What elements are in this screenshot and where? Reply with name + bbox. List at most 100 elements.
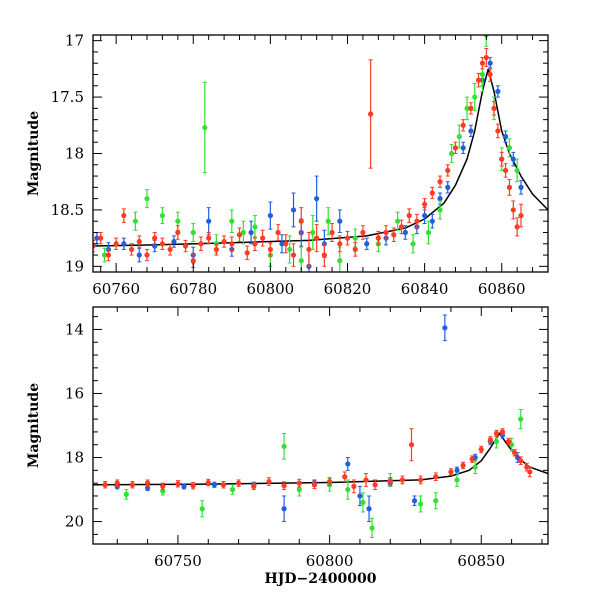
- data-point: [202, 124, 208, 131]
- data-point: [487, 437, 493, 443]
- data-point: [506, 145, 513, 151]
- data-point: [132, 218, 139, 224]
- data-point: [329, 229, 335, 236]
- data-point: [298, 258, 304, 264]
- data-point: [493, 438, 500, 445]
- data-point: [437, 179, 443, 185]
- data-point: [229, 241, 235, 247]
- data-point: [411, 498, 418, 504]
- data-point: [472, 464, 478, 470]
- data-point: [205, 479, 211, 486]
- plot-area: [93, 314, 548, 539]
- y-tick-label: 18.5: [51, 201, 84, 219]
- data-point: [344, 235, 351, 241]
- y-axis-title: Magnitude: [26, 111, 42, 196]
- data-point: [372, 482, 378, 488]
- y-tick-label: 16: [65, 384, 84, 402]
- data-point: [244, 250, 250, 256]
- data-point: [190, 483, 196, 489]
- data-point: [213, 246, 219, 253]
- x-tick-label: 60860: [478, 280, 526, 298]
- data-point: [298, 218, 304, 224]
- data-point: [113, 241, 119, 247]
- data-point: [514, 224, 520, 230]
- data-point: [442, 325, 448, 331]
- data-point: [252, 241, 258, 247]
- data-point: [314, 235, 320, 241]
- data-point: [220, 482, 227, 488]
- data-point: [487, 60, 493, 66]
- data-point: [102, 482, 108, 488]
- x-tick-label: 60780: [169, 280, 217, 298]
- data-point: [248, 229, 254, 236]
- data-point: [487, 71, 493, 78]
- data-point: [171, 238, 177, 245]
- data-point: [479, 60, 486, 66]
- data-point: [468, 128, 474, 134]
- x-tick-label: 60820: [324, 280, 372, 298]
- data-point: [495, 88, 501, 95]
- data-point: [408, 442, 415, 448]
- data-point: [406, 212, 412, 219]
- data-point: [281, 443, 287, 449]
- data-point: [251, 483, 257, 489]
- data-point: [337, 218, 343, 224]
- data-point: [391, 232, 397, 238]
- data-point: [418, 501, 424, 507]
- data-point: [375, 235, 381, 241]
- data-point: [418, 477, 424, 483]
- model-curve: [93, 68, 548, 247]
- series-green: [101, 35, 520, 272]
- data-point: [129, 482, 136, 488]
- data-point: [159, 241, 166, 247]
- data-point: [499, 429, 506, 435]
- data-point: [342, 474, 348, 480]
- y-tick-label: 18: [65, 145, 84, 163]
- data-point: [472, 94, 478, 100]
- data-point: [206, 218, 212, 224]
- data-point: [279, 241, 285, 247]
- data-point: [159, 212, 166, 219]
- plot-frame: [92, 34, 549, 273]
- data-point: [429, 218, 435, 224]
- data-point: [437, 196, 443, 202]
- plot-area: [93, 35, 548, 272]
- data-point: [281, 483, 287, 489]
- lower-panel: 60750 60800 60850 14 16 18 20 Magnitude HJD−2400…: [26, 306, 549, 587]
- data-point: [410, 241, 416, 247]
- data-point: [252, 224, 258, 230]
- series-red: [102, 428, 533, 494]
- data-point: [518, 458, 524, 464]
- data-point: [395, 218, 401, 224]
- x-tick-label: 60800: [306, 552, 354, 570]
- data-point: [144, 252, 150, 258]
- y-tick-label: 14: [65, 320, 84, 338]
- data-point: [206, 235, 212, 241]
- data-point: [366, 506, 372, 512]
- data-point: [512, 450, 518, 456]
- data-point: [368, 111, 374, 117]
- data-point: [98, 235, 104, 241]
- data-point: [306, 246, 312, 253]
- data-point: [337, 241, 343, 247]
- data-point: [229, 486, 236, 493]
- data-point: [94, 235, 100, 241]
- y-axis-title: Magnitude: [26, 383, 42, 468]
- data-point: [518, 184, 524, 190]
- series-blue: [114, 314, 521, 523]
- series-blue: [94, 57, 524, 272]
- data-point: [363, 477, 369, 483]
- data-point: [352, 235, 358, 241]
- data-point: [240, 229, 246, 236]
- data-point: [152, 235, 158, 241]
- x-tick-label: 60840: [401, 280, 449, 298]
- data-point: [460, 122, 466, 128]
- data-point: [493, 430, 500, 437]
- data-point: [175, 481, 181, 487]
- data-point: [445, 184, 451, 190]
- data-point: [527, 469, 533, 475]
- x-axis-title: HJD−2400000: [265, 571, 377, 587]
- data-point: [105, 252, 112, 258]
- data-point: [454, 467, 460, 473]
